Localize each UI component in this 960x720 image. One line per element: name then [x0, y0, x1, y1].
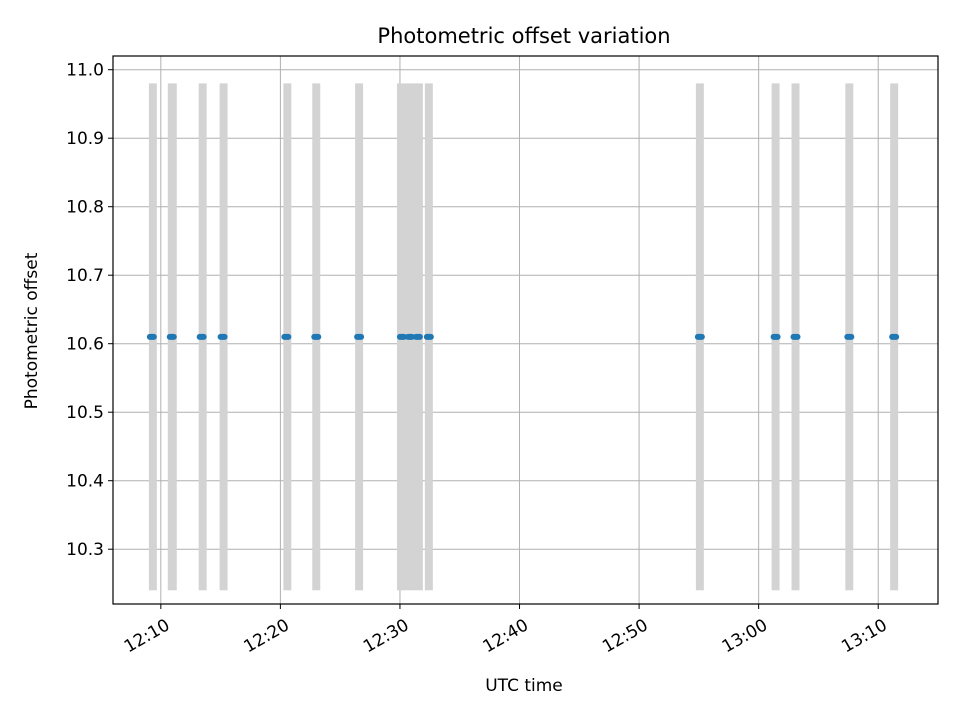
y-tick-label: 10.7 [66, 266, 104, 286]
data-point [844, 333, 855, 340]
data-point [404, 333, 415, 340]
data-point [412, 333, 423, 340]
data-point [790, 333, 801, 340]
y-tick-label: 10.6 [66, 335, 104, 355]
data-point [311, 333, 322, 340]
y-tick-label: 11.0 [66, 61, 104, 81]
y-axis-label: Photometric offset [22, 252, 42, 409]
data-point [146, 333, 157, 340]
y-tick-label: 10.3 [66, 540, 104, 560]
data-point [396, 333, 407, 340]
y-tick-label: 10.9 [66, 129, 104, 149]
plot-frame [112, 55, 939, 605]
data-point [217, 333, 228, 340]
data-point [694, 333, 705, 340]
data-point [166, 333, 177, 340]
data-point [196, 333, 207, 340]
y-tick-label: 10.4 [66, 472, 104, 492]
data-point [281, 333, 292, 340]
grid [113, 56, 938, 604]
x-axis-label: UTC time [485, 676, 563, 696]
data-point [423, 333, 434, 340]
data-point [889, 333, 900, 340]
chart-title: Photometric offset variation [377, 24, 670, 48]
y-tick-label: 10.8 [66, 198, 104, 218]
y-tick-label: 10.5 [66, 403, 104, 423]
data-point [354, 333, 365, 340]
data-points [146, 333, 900, 340]
data-point [770, 333, 781, 340]
